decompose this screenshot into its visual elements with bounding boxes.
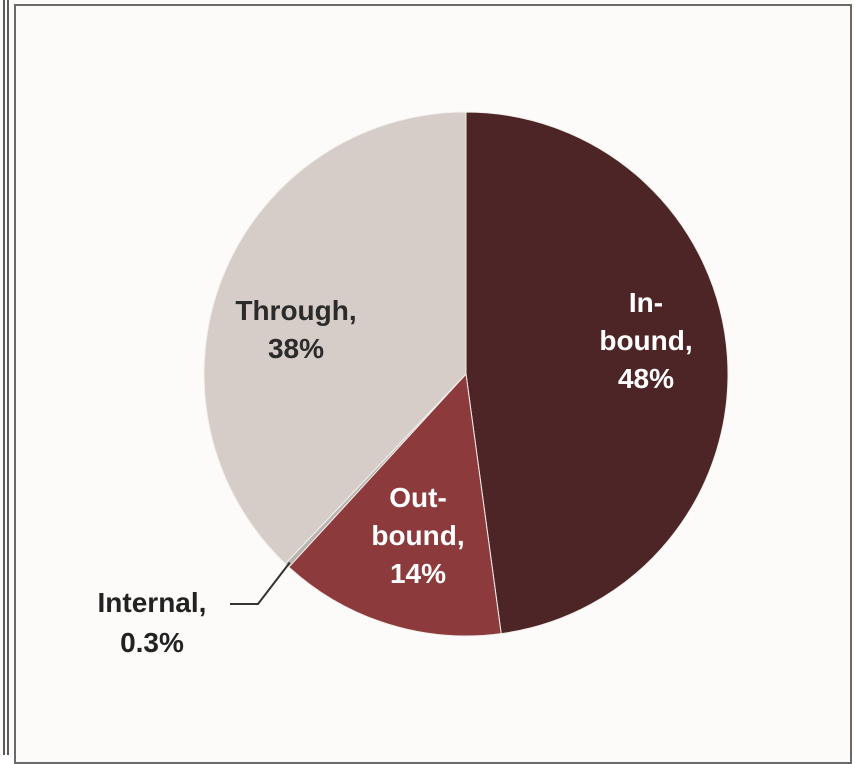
- slice-label-line: In-: [629, 287, 663, 318]
- slice-label-in-bound: In-bound, 48%: [599, 287, 692, 394]
- slice-label-line: bound,: [599, 325, 692, 356]
- slice-label-out-bound: Out-bound, 14%: [371, 482, 464, 589]
- slice-label-line: Out-: [389, 482, 447, 513]
- slice-label-through: Through, 38%: [235, 295, 356, 364]
- page-edge-border: [3, 0, 9, 755]
- pie-slice-through: [203, 111, 467, 565]
- slice-label-internal: Internal, 0.3%: [98, 587, 207, 658]
- slice-label-line: 48%: [618, 363, 674, 394]
- pie-slice-out-bound: [288, 372, 502, 637]
- slice-label-line: bound,: [371, 520, 464, 551]
- internal-leader-line: [230, 561, 291, 605]
- pie-slice-in-bound: [465, 111, 729, 635]
- slice-label-line: 38%: [268, 333, 324, 364]
- slice-label-line: Internal,: [98, 587, 207, 618]
- slice-label-line: 14%: [390, 558, 446, 589]
- slice-label-line: 0.3%: [120, 627, 184, 658]
- slice-label-line: Through,: [235, 295, 356, 326]
